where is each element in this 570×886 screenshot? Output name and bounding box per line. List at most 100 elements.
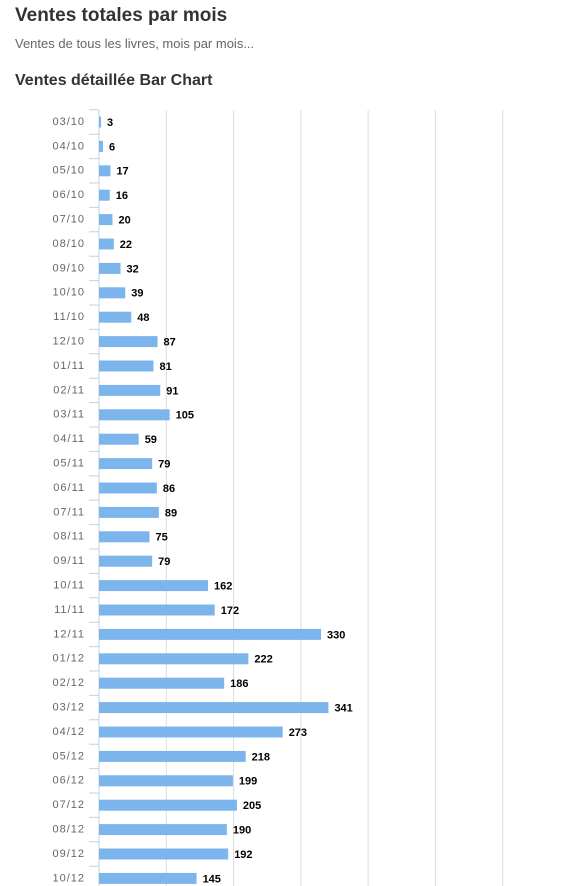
y-tick-label: 02/11 — [53, 384, 85, 396]
data-label: 186 — [230, 678, 248, 690]
y-tick-label: 09/11 — [53, 555, 85, 567]
y-tick-label: 07/10 — [52, 214, 85, 226]
y-tick-label: 05/11 — [53, 458, 85, 470]
bar — [99, 750, 246, 762]
data-label: 86 — [163, 483, 175, 495]
bar — [99, 140, 104, 152]
bar — [99, 311, 132, 323]
y-tick-label: 08/12 — [52, 824, 85, 836]
y-tick-label: 04/10 — [52, 140, 85, 152]
y-tick-label: 05/12 — [52, 750, 85, 762]
y-tick-label: 03/10 — [52, 116, 85, 128]
data-label: 75 — [155, 532, 167, 544]
data-label: 89 — [165, 507, 177, 519]
y-tick-label: 01/11 — [53, 360, 85, 372]
data-label: 105 — [176, 410, 194, 422]
y-tick-label: 08/11 — [53, 531, 85, 543]
bar — [99, 702, 329, 714]
bar — [99, 214, 113, 226]
bar — [99, 189, 110, 201]
y-tick-label: 07/11 — [53, 506, 85, 518]
y-tick-label: 10/11 — [53, 580, 85, 592]
data-label: 39 — [131, 288, 143, 300]
y-tick-label: 04/11 — [53, 433, 85, 445]
data-label: 330 — [327, 629, 345, 641]
bar — [99, 458, 153, 470]
bar — [99, 775, 233, 787]
y-tick-label: 03/11 — [53, 409, 85, 421]
data-label: 32 — [127, 263, 139, 275]
bar — [99, 604, 215, 616]
bar — [99, 506, 159, 518]
data-label: 205 — [243, 800, 261, 812]
bar — [99, 238, 114, 250]
bar — [99, 384, 161, 396]
y-tick-label: 02/12 — [52, 677, 85, 689]
data-label: 172 — [221, 605, 239, 617]
y-tick-label: 07/12 — [52, 799, 85, 811]
page-title: Ventes totales par mois — [15, 5, 228, 26]
data-label: 192 — [234, 849, 252, 861]
y-tick-label: 04/12 — [52, 726, 85, 738]
data-label: 91 — [166, 385, 178, 397]
bar — [99, 848, 229, 860]
data-label: 17 — [116, 166, 128, 178]
data-label: 199 — [239, 776, 257, 788]
bar — [99, 726, 283, 738]
bar — [99, 360, 154, 372]
y-tick-label: 01/12 — [52, 653, 85, 665]
bar — [99, 580, 209, 592]
data-label: 218 — [252, 751, 270, 763]
data-label: 81 — [160, 361, 172, 373]
y-tick-label: 10/10 — [52, 287, 85, 299]
data-label: 145 — [203, 873, 221, 885]
y-tick-label: 09/12 — [52, 848, 85, 860]
y-tick-label: 06/12 — [52, 775, 85, 787]
bar — [99, 872, 197, 884]
bar — [99, 165, 111, 177]
data-label: 222 — [254, 654, 272, 666]
bar — [99, 336, 158, 348]
data-label: 79 — [158, 459, 170, 471]
data-label: 87 — [164, 337, 176, 349]
bar — [99, 116, 102, 128]
y-tick-label: 06/11 — [53, 482, 85, 494]
bar — [99, 677, 225, 689]
y-tick-label: 12/11 — [53, 628, 85, 640]
y-tick-label: 05/10 — [52, 165, 85, 177]
bar — [99, 287, 126, 299]
bar — [99, 799, 237, 811]
data-label: 273 — [289, 727, 307, 739]
y-tick-label: 11/10 — [53, 311, 85, 323]
bar — [99, 824, 227, 836]
data-label: 79 — [158, 556, 170, 568]
data-label: 162 — [214, 581, 232, 593]
data-label: 341 — [334, 703, 352, 715]
bar — [99, 262, 121, 274]
y-tick-label: 12/10 — [52, 336, 85, 348]
bar — [99, 555, 153, 567]
bar — [99, 482, 157, 494]
bar — [99, 433, 139, 445]
page-subtitle: Ventes de tous les livres, mois par mois… — [15, 36, 255, 51]
data-label: 20 — [118, 215, 130, 227]
bar — [99, 653, 249, 665]
y-tick-label: 06/10 — [52, 189, 85, 201]
bar — [99, 531, 150, 543]
bar — [99, 409, 170, 421]
data-label: 16 — [116, 190, 128, 202]
data-label: 48 — [137, 312, 149, 324]
data-label: 6 — [109, 141, 115, 153]
y-tick-label: 03/12 — [52, 702, 85, 714]
y-tick-label: 10/12 — [52, 872, 85, 884]
data-label: 22 — [120, 239, 132, 251]
data-label: 3 — [107, 117, 113, 129]
data-label: 59 — [145, 434, 157, 446]
data-label: 190 — [233, 825, 251, 837]
bar — [99, 628, 322, 640]
y-tick-label: 11/11 — [54, 604, 85, 616]
y-tick-label: 09/10 — [52, 262, 85, 274]
chart-title: Ventes détaillée Bar Chart — [15, 72, 213, 89]
